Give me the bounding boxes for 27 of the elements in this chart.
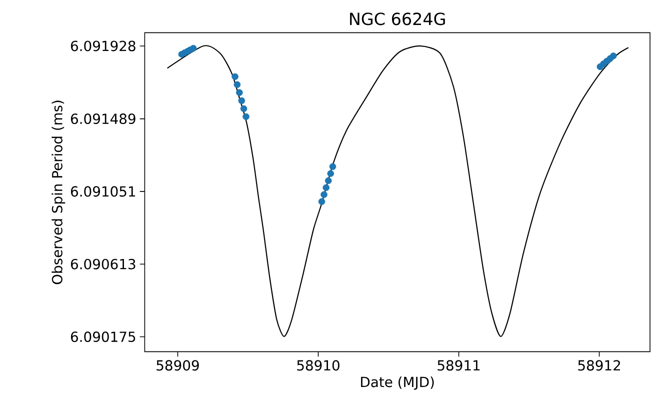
point bbox=[320, 191, 328, 198]
x-axis-title: Date (MJD) bbox=[361, 376, 434, 390]
point bbox=[242, 113, 250, 120]
x-tick-label: 58911 bbox=[438, 360, 480, 371]
y-tick-label: 6.091489 bbox=[70, 114, 136, 124]
line-series bbox=[166, 45, 629, 337]
point bbox=[322, 184, 330, 192]
y-tick-label: 6.090613 bbox=[70, 258, 136, 270]
point bbox=[329, 163, 336, 170]
point bbox=[610, 52, 617, 60]
chart-title: NGC 6624G bbox=[350, 12, 445, 26]
point bbox=[190, 44, 197, 52]
x-tick-label: 58912 bbox=[578, 360, 620, 371]
x-tick-label: 58909 bbox=[156, 360, 199, 371]
point bbox=[232, 73, 238, 80]
point bbox=[240, 105, 248, 112]
y-tick-label: 6.090175 bbox=[70, 332, 136, 342]
point bbox=[234, 81, 241, 88]
y-tick-label: 6.091051 bbox=[70, 186, 136, 197]
point bbox=[318, 198, 326, 205]
y-tick-label: 6.091928 bbox=[70, 40, 136, 52]
x-tick-label: 58910 bbox=[297, 360, 340, 371]
point bbox=[238, 97, 246, 104]
point bbox=[324, 177, 332, 184]
point bbox=[236, 89, 243, 96]
y-axis-title: Observed Spin Period (ms) bbox=[52, 100, 66, 284]
point bbox=[327, 170, 334, 177]
